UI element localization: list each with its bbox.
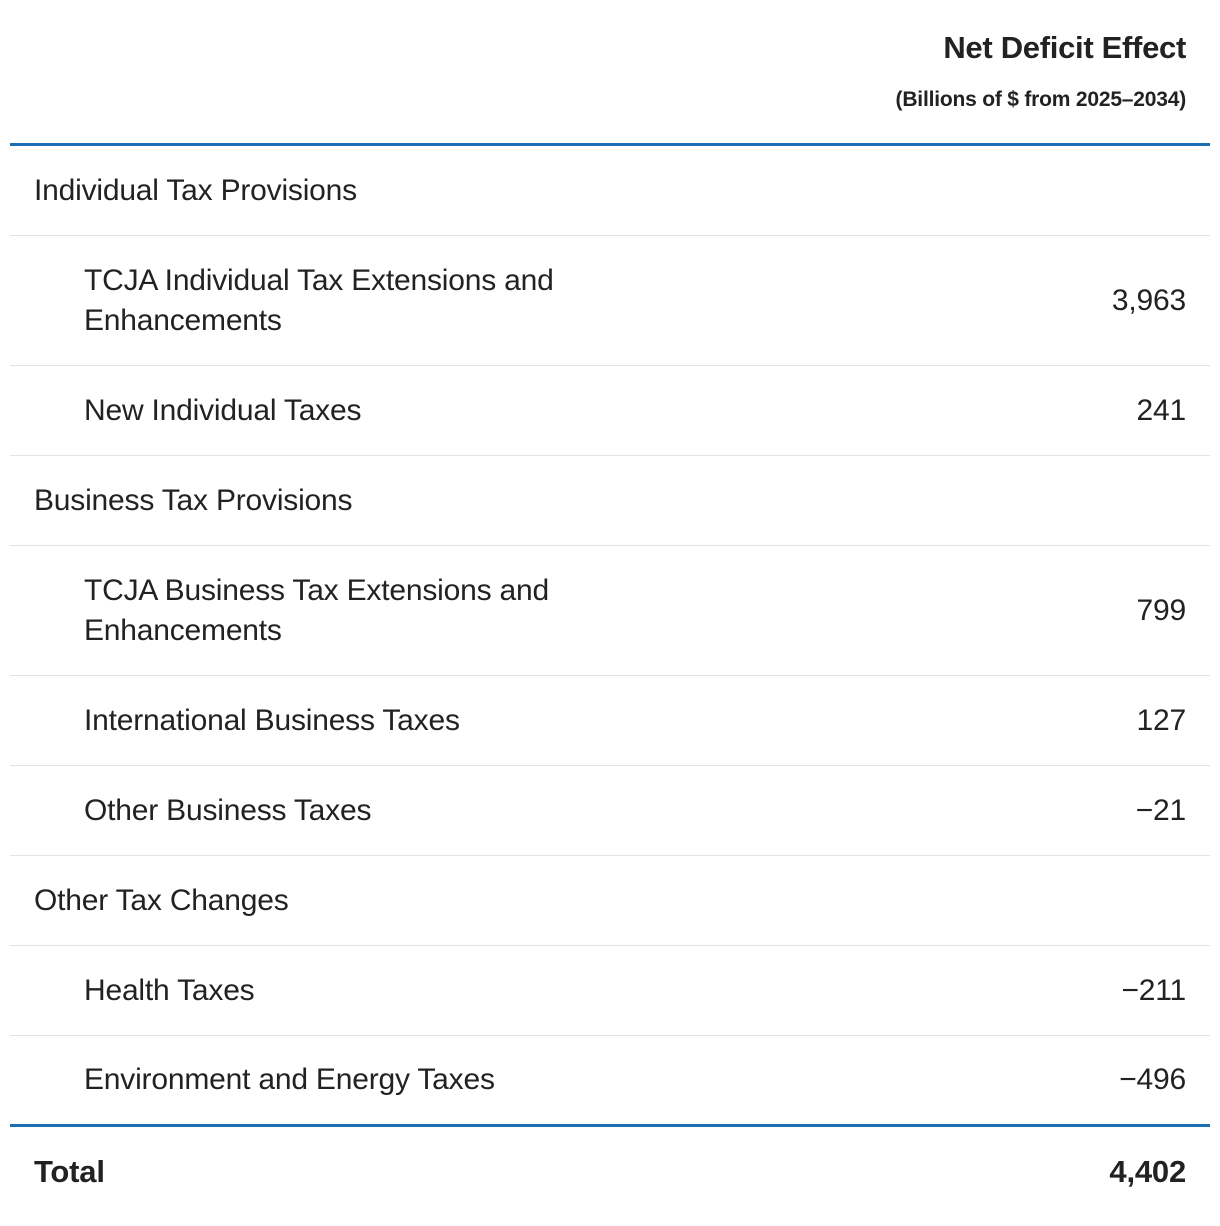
row-value: 799 [1136, 593, 1187, 627]
table-row: Health Taxes −211 [10, 946, 1210, 1036]
table-row: International Business Taxes 127 [10, 676, 1210, 766]
table-row: TCJA Individual Tax Extensions and Enhan… [10, 236, 1210, 366]
group-row: Other Tax Changes [10, 856, 1210, 946]
table-row: Other Business Taxes −21 [10, 766, 1210, 856]
group-label: Individual Tax Provisions [34, 173, 357, 207]
row-label: Other Business Taxes [84, 793, 372, 827]
group-label: Business Tax Provisions [34, 483, 353, 517]
row-label: Environment and Energy Taxes [84, 1063, 495, 1096]
column-subtitle: (Billions of $ from 2025–2034) [895, 88, 1187, 111]
column-title: Net Deficit Effect [943, 30, 1186, 65]
row-value: 127 [1136, 703, 1187, 737]
table-row: Environment and Energy Taxes −496 [10, 1036, 1210, 1127]
row-value: 241 [1136, 393, 1187, 427]
row-value: 3,963 [1111, 283, 1186, 317]
row-value: −496 [1119, 1063, 1186, 1096]
table-row: TCJA Business Tax Extensions and Enhance… [10, 546, 1210, 676]
table-header: Net Deficit Effect (Billions of $ from 2… [10, 0, 1210, 146]
row-value: −21 [1135, 793, 1186, 827]
row-label: TCJA Business Tax Extensions and Enhance… [84, 573, 549, 647]
total-label: Total [34, 1154, 105, 1189]
group-row: Business Tax Provisions [10, 456, 1210, 546]
total-value: 4,402 [1109, 1154, 1186, 1189]
deficit-table: Net Deficit Effect (Billions of $ from 2… [10, 0, 1210, 1217]
table-row: New Individual Taxes 241 [10, 366, 1210, 456]
row-label: International Business Taxes [84, 703, 460, 737]
row-label: New Individual Taxes [84, 393, 362, 427]
row-label: TCJA Individual Tax Extensions and Enhan… [84, 263, 554, 337]
row-label: Health Taxes [84, 973, 255, 1007]
group-row: Individual Tax Provisions [10, 146, 1210, 236]
group-label: Other Tax Changes [34, 883, 289, 917]
total-row: Total 4,402 [10, 1127, 1210, 1217]
row-value: −211 [1121, 973, 1186, 1007]
